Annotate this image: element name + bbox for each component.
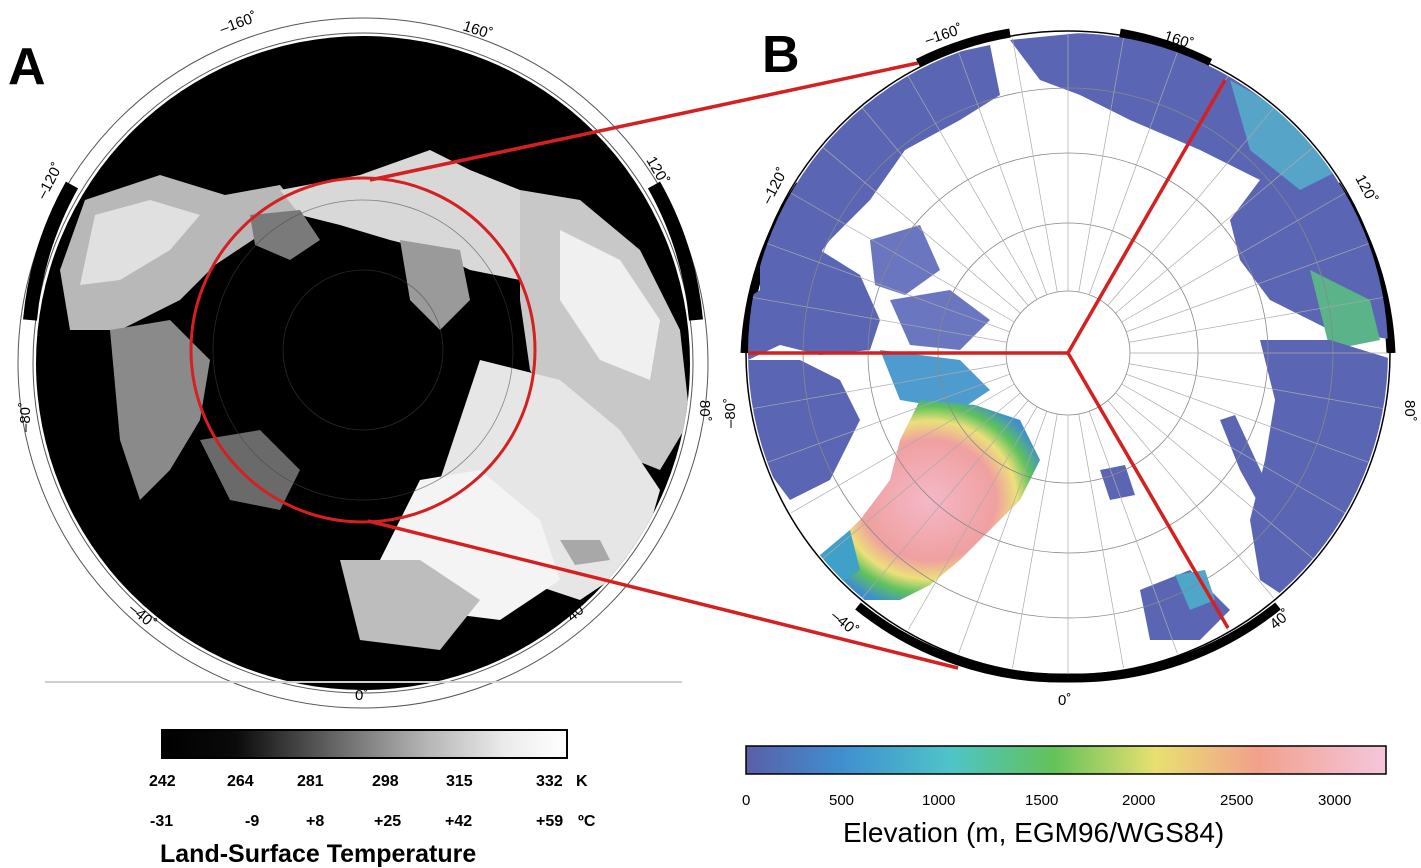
meridian-line [790, 192, 1015, 323]
meridian-line [752, 363, 1008, 409]
elevation-tick: 1500 [1025, 792, 1058, 809]
lst-celsius-tick: +42 [445, 813, 472, 830]
lon-label-b-120: 120˚ [1351, 172, 1380, 206]
meridian-line [862, 107, 1029, 306]
lon-label-b-80: 80˚ [1401, 400, 1418, 422]
meridian-line [1078, 413, 1124, 669]
elevation-colorbar-title: Elevation (m, EGM96/WGS84) [843, 817, 1224, 848]
lst-land-patches [60, 150, 690, 650]
meridian-line [1121, 383, 1346, 514]
lst-celsius-unit: ºC [578, 813, 596, 830]
lst-colorbar: 242 264 281 298 315 332 K -31 -9 +8 +25 … [149, 729, 596, 868]
meridian-line [790, 383, 1015, 514]
panel-b: B [722, 21, 1418, 848]
lst-kelvin-tick: 242 [149, 773, 176, 790]
meridian-line [1115, 147, 1314, 314]
elevation-tick: 2000 [1122, 792, 1155, 809]
meridian-line [1078, 37, 1124, 293]
lon-label-b-m80: –80˚ [722, 398, 739, 428]
meridian-line [958, 411, 1048, 654]
meridian-line [767, 243, 1010, 333]
meridian-line [1128, 363, 1384, 409]
meridian-line [1115, 392, 1314, 559]
lon-label-a-0: 0˚ [355, 687, 368, 704]
lst-kelvin-tick: 332 [536, 773, 563, 790]
meridian-line [767, 373, 1010, 463]
panel-a: A [8, 9, 713, 868]
meridian-line [907, 75, 1038, 300]
lon-label-b-0: 0˚ [1058, 692, 1071, 709]
lst-kelvin-tick: 298 [372, 773, 399, 790]
elevation-colorbar: 0 500 1000 1500 2000 2500 3000 Elevation… [742, 745, 1387, 848]
lst-celsius-tick: -31 [150, 813, 173, 830]
meridian-line [1107, 107, 1274, 306]
zoom-connector-lines [367, 61, 959, 670]
meridian-line [862, 400, 1029, 599]
meridian-line [1128, 297, 1384, 343]
lst-kelvin-tick: 281 [297, 773, 324, 790]
elevation-tick: 3000 [1318, 792, 1351, 809]
lon-label-b-m40: –40˚ [827, 607, 861, 639]
lst-kelvin-unit: K [576, 773, 588, 790]
lst-kelvin-tick: 264 [227, 773, 254, 790]
panel-b-letter: B [762, 26, 800, 84]
lon-label-a-80: 80˚ [696, 400, 713, 422]
meridian-line [1088, 52, 1178, 295]
panel-a-frame-ticks [23, 181, 703, 321]
elevation-land [748, 33, 1388, 640]
panel-b-sector-lines [748, 79, 1230, 629]
greenland-ice-sheet [818, 400, 1040, 600]
lst-celsius-tick: +8 [306, 813, 324, 830]
lon-label-a-m160: –160˚ [218, 9, 260, 38]
meridian-line [822, 147, 1021, 314]
meridian-line [1107, 400, 1274, 599]
lst-kelvin-tick: 315 [446, 773, 473, 790]
meridian-line [1088, 411, 1178, 654]
meridian-line [907, 406, 1038, 631]
lst-colorbar-title: Land-Surface Temperature [160, 840, 476, 868]
meridian-line [1126, 243, 1369, 333]
meridian-line [752, 297, 1008, 343]
elevation-colorbar-gradient [745, 745, 1387, 775]
panel-a-highlight-circle [189, 176, 537, 524]
meridian-line [1126, 373, 1369, 463]
elevation-tick: 0 [742, 792, 750, 809]
meridian-line [1012, 37, 1058, 293]
lst-celsius-tick: -9 [245, 813, 259, 830]
meridian-line [1012, 413, 1058, 669]
lon-label-a-m80: –80˚ [17, 402, 34, 432]
lst-celsius-tick: +59 [536, 813, 563, 830]
lst-celsius-tick: +25 [374, 813, 401, 830]
elevation-tick: 1000 [922, 792, 955, 809]
elevation-tick: 2500 [1220, 792, 1253, 809]
panel-a-letter: A [8, 38, 46, 96]
meridian-line [1121, 192, 1346, 323]
meridian-line [958, 52, 1048, 295]
elevation-tick: 500 [829, 792, 854, 809]
lst-colorbar-gradient [161, 729, 568, 759]
meridian-line [822, 392, 1021, 559]
